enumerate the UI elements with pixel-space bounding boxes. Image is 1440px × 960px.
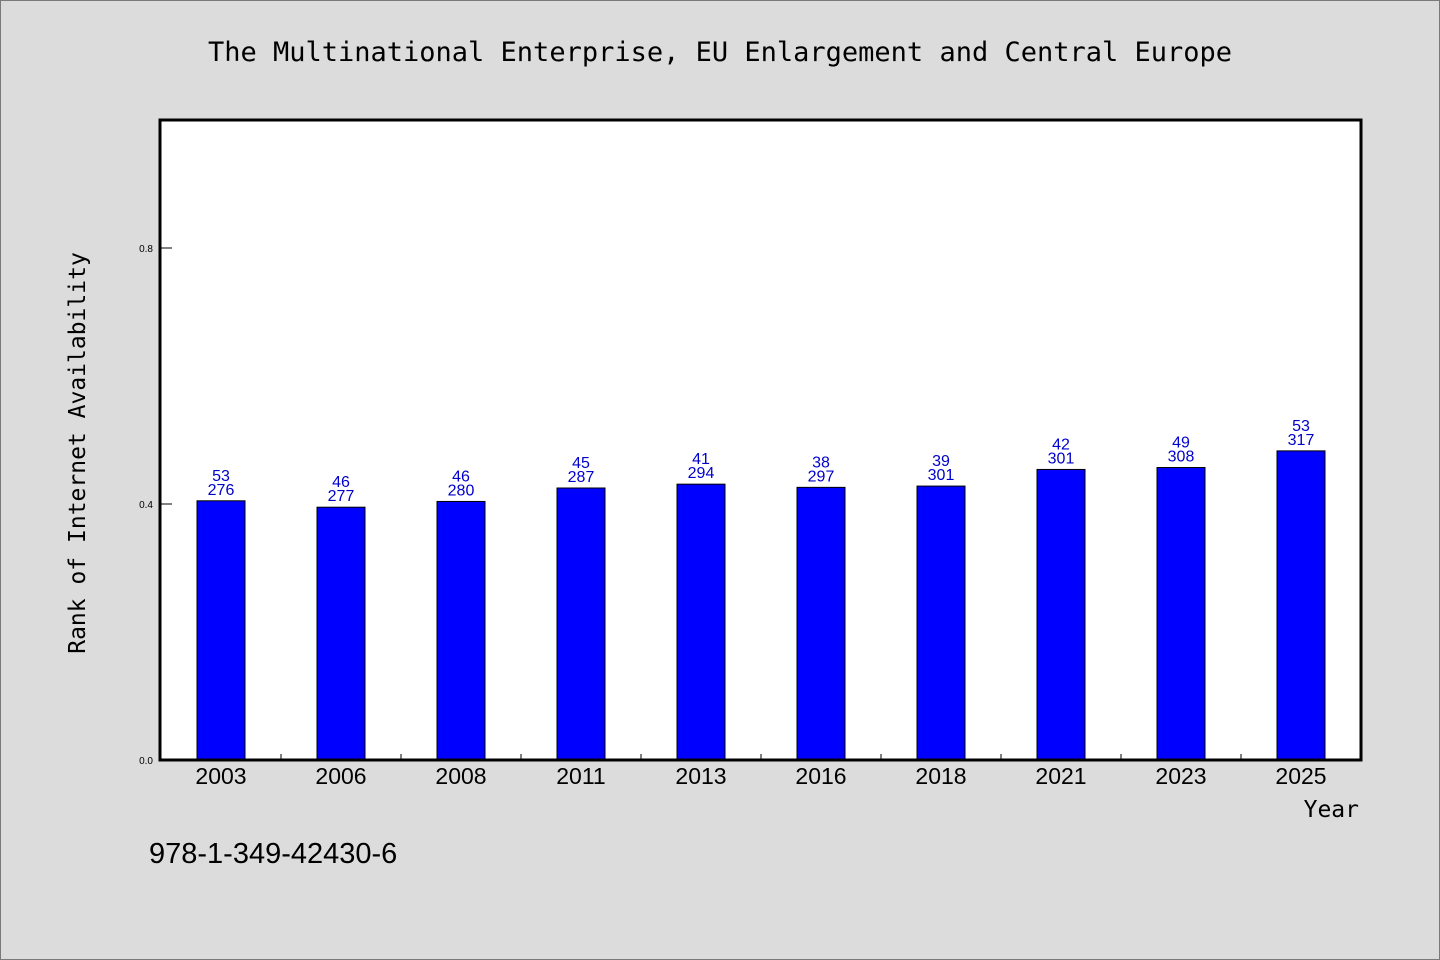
data-label-bottom-2011: 287 bbox=[568, 469, 595, 486]
data-label-top-2013: 41 bbox=[692, 451, 710, 468]
bar-2011 bbox=[556, 487, 606, 761]
x-tick-label-2016: 2016 bbox=[795, 763, 846, 789]
x-tick-label-2011: 2011 bbox=[556, 763, 605, 789]
y-tick-label-0.8: 0.8 bbox=[139, 244, 153, 255]
y-axis-title: Rank of Internet Availability bbox=[65, 252, 91, 654]
x-tick-label-2013: 2013 bbox=[675, 763, 726, 789]
x-tick-label-2023: 2023 bbox=[1155, 763, 1206, 789]
data-label-bottom-2016: 297 bbox=[808, 468, 835, 485]
x-axis-title: Year bbox=[1304, 797, 1359, 823]
data-label-top-2025: 53 bbox=[1292, 418, 1310, 435]
x-tick-label-2021: 2021 bbox=[1035, 763, 1086, 789]
y-tick-label-0.0: 0.0 bbox=[139, 756, 153, 767]
bar-2008 bbox=[436, 500, 486, 761]
chart-title: The Multinational Enterprise, EU Enlarge… bbox=[208, 37, 1232, 68]
ticks-group: 2003 2006 2008 2011 2013 2016 2018 2021 2023 2025… bbox=[139, 244, 1326, 789]
data-label-top-2006: 46 bbox=[332, 474, 350, 491]
x-tick-label-2018: 2018 bbox=[915, 763, 966, 789]
x-tick-label-2003: 2003 bbox=[195, 763, 246, 789]
x-tick-label-2008: 2008 bbox=[435, 763, 486, 789]
data-label-top-2016: 38 bbox=[812, 454, 830, 471]
data-label-bottom-2003: 276 bbox=[208, 482, 235, 499]
bar-2003 bbox=[196, 500, 246, 761]
data-label-bottom-2006: 277 bbox=[328, 488, 355, 505]
data-label-bottom-2008: 280 bbox=[448, 482, 475, 499]
data-label-bottom-2021: 301 bbox=[1048, 450, 1075, 467]
data-label-bottom-2013: 294 bbox=[688, 465, 715, 482]
data-label-top-2008: 46 bbox=[452, 468, 470, 485]
data-label-top-2021: 42 bbox=[1052, 436, 1070, 453]
data-label-top-2018: 39 bbox=[932, 453, 950, 470]
x-tick-label-2006: 2006 bbox=[315, 763, 366, 789]
bar-2013 bbox=[676, 483, 726, 761]
bar-2006 bbox=[316, 506, 366, 761]
data-label-bottom-2023: 308 bbox=[1168, 449, 1195, 466]
data-label-bottom-2018: 301 bbox=[928, 467, 955, 484]
bar-2025 bbox=[1276, 450, 1326, 761]
plot-frame bbox=[158, 118, 1363, 762]
x-tick-label-2025: 2025 bbox=[1275, 763, 1326, 789]
bar-2023 bbox=[1156, 467, 1206, 761]
data-label-top-2023: 49 bbox=[1172, 435, 1190, 452]
y-tick-label-0.4: 0.4 bbox=[139, 500, 153, 511]
data-label-top-2003: 53 bbox=[212, 468, 230, 485]
data-label-bottom-2025: 317 bbox=[1288, 432, 1315, 449]
data-label-top-2011: 45 bbox=[572, 455, 590, 472]
bar-2016 bbox=[796, 486, 846, 761]
isbn-label: 978-1-349-42430-6 bbox=[149, 838, 397, 870]
bar-2021 bbox=[1036, 468, 1086, 761]
bar-2018 bbox=[916, 485, 966, 761]
